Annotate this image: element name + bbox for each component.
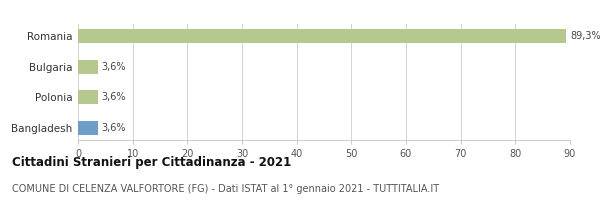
Text: 3,6%: 3,6%: [101, 62, 126, 72]
Bar: [78, 121, 98, 135]
Text: 3,6%: 3,6%: [101, 92, 126, 102]
Bar: [78, 90, 98, 104]
Text: 3,6%: 3,6%: [101, 123, 126, 133]
Text: COMUNE DI CELENZA VALFORTORE (FG) - Dati ISTAT al 1° gennaio 2021 - TUTTITALIA.I: COMUNE DI CELENZA VALFORTORE (FG) - Dati…: [12, 184, 439, 194]
Text: Cittadini Stranieri per Cittadinanza - 2021: Cittadini Stranieri per Cittadinanza - 2…: [12, 156, 291, 169]
Text: 89,3%: 89,3%: [570, 31, 600, 41]
Bar: [78, 60, 98, 74]
Bar: [78, 29, 566, 43]
